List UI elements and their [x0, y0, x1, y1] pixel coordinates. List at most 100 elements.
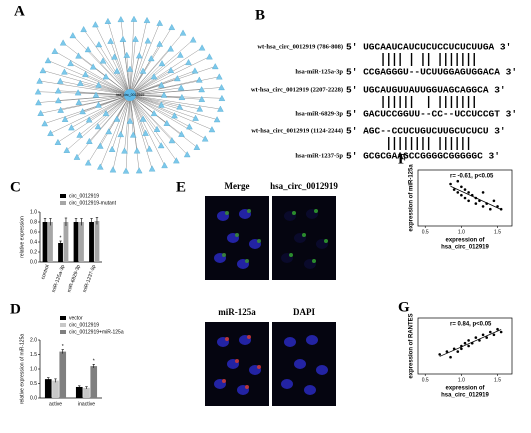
node	[158, 81, 165, 88]
node	[69, 32, 77, 39]
edge	[129, 94, 146, 134]
edge	[129, 39, 194, 96]
node	[92, 21, 99, 28]
legend-swatch	[60, 323, 66, 327]
edge	[89, 94, 131, 120]
x-tick-label: 0.5	[422, 377, 429, 383]
micrograph	[272, 196, 336, 280]
legend-swatch	[60, 330, 66, 334]
edge	[129, 94, 206, 139]
image-label: DAPI	[293, 307, 315, 317]
image-label: Merge	[225, 181, 250, 191]
y-tick-label: 0.0	[30, 395, 37, 401]
node	[108, 145, 116, 152]
node	[61, 68, 68, 75]
edge	[129, 22, 160, 96]
point	[467, 191, 470, 194]
point	[492, 333, 496, 337]
node	[75, 98, 83, 105]
edge	[129, 62, 189, 96]
node	[153, 125, 161, 132]
y-axis-label: expression of RANTES	[409, 313, 415, 378]
edge	[39, 80, 131, 96]
edge	[78, 94, 131, 103]
signal	[222, 379, 226, 383]
x-axis-label: hsa_circ_012919	[441, 245, 489, 251]
node	[212, 63, 219, 70]
node	[94, 123, 102, 130]
node	[163, 119, 171, 126]
point	[460, 347, 463, 351]
edge	[85, 74, 131, 96]
target-name: wt-hsa_circ_0012919 (786-808)	[257, 43, 343, 50]
node	[111, 53, 118, 60]
edge	[129, 94, 162, 146]
edge	[129, 94, 153, 169]
node	[177, 84, 185, 91]
legend-label: circ_0012919+miR-125a	[69, 329, 124, 335]
point	[481, 333, 485, 337]
node	[104, 17, 112, 24]
edge	[72, 35, 131, 96]
node	[41, 120, 48, 127]
edge	[54, 51, 131, 96]
node	[198, 95, 206, 102]
node	[144, 37, 152, 44]
panel-letter: D	[10, 301, 21, 317]
x-tick-label: miR-6829-3p	[66, 264, 82, 293]
edge	[83, 29, 131, 96]
signal	[222, 253, 226, 257]
node	[191, 67, 199, 74]
point	[478, 339, 481, 342]
cell	[294, 359, 306, 369]
point	[467, 339, 470, 342]
edge	[87, 49, 131, 96]
edge	[44, 94, 131, 124]
node	[133, 147, 141, 154]
edge	[129, 94, 222, 99]
node	[54, 138, 62, 145]
image-label: hsa_circ_0012919	[270, 181, 338, 191]
node	[59, 39, 67, 46]
edge	[98, 44, 131, 96]
bar	[42, 222, 48, 262]
node	[183, 151, 191, 158]
node	[218, 94, 226, 101]
edge	[50, 94, 131, 134]
node	[198, 44, 206, 51]
bar	[52, 380, 59, 398]
point	[452, 347, 456, 351]
node	[73, 153, 81, 160]
node	[95, 41, 103, 48]
mirna-name: hsa-miR-1237-5p	[295, 152, 343, 159]
node	[39, 67, 47, 74]
node	[218, 84, 225, 91]
edge	[47, 60, 131, 96]
signal	[225, 211, 229, 215]
node	[177, 51, 184, 58]
legend-label: circ_0012919	[69, 193, 99, 199]
point	[456, 191, 460, 194]
node	[130, 15, 138, 22]
node	[68, 124, 75, 131]
edge	[129, 47, 203, 96]
point	[460, 193, 463, 197]
y-tick-label: 0.4	[30, 239, 37, 245]
node	[171, 112, 178, 119]
node	[79, 108, 86, 115]
target-sequence: 5' UGCAUGUUAUUGGUAGCAGGCA 3'	[346, 85, 506, 96]
node	[84, 46, 92, 53]
edge	[129, 94, 150, 149]
panel-letter: G	[398, 299, 410, 315]
signal	[302, 233, 306, 237]
node	[150, 110, 158, 117]
signal	[247, 209, 251, 213]
edge	[129, 94, 158, 130]
node	[201, 135, 209, 142]
edge	[60, 80, 131, 96]
node	[105, 128, 113, 135]
node	[216, 73, 223, 80]
node	[95, 101, 102, 108]
bar	[58, 243, 63, 262]
point	[481, 205, 485, 208]
